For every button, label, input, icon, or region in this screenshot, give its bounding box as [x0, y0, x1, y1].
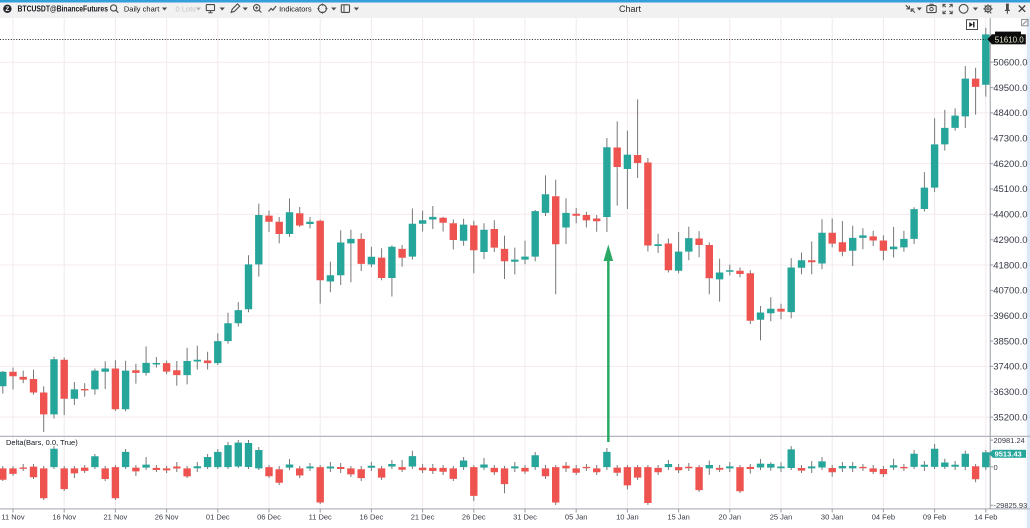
- svg-text:31 Dec: 31 Dec: [513, 513, 537, 522]
- svg-text:16 Dec: 16 Dec: [360, 513, 384, 522]
- svg-text:10 Jan: 10 Jan: [616, 513, 639, 522]
- svg-text:0 Lots: 0 Lots: [176, 4, 197, 13]
- svg-text:50600.0: 50600.0: [993, 58, 1027, 69]
- svg-text:04 Feb: 04 Feb: [872, 513, 895, 522]
- svg-text:0: 0: [994, 463, 998, 472]
- svg-text:37400.0: 37400.0: [993, 362, 1027, 373]
- svg-text:20 Jan: 20 Jan: [719, 513, 742, 522]
- svg-text:44000.0: 44000.0: [993, 210, 1027, 221]
- svg-text:Delta(Bars, 0.0, True): Delta(Bars, 0.0, True): [6, 438, 78, 447]
- svg-text:06 Dec: 06 Dec: [257, 513, 281, 522]
- svg-text:-29825.93: -29825.93: [994, 501, 1028, 510]
- svg-text:16 Nov: 16 Nov: [52, 513, 76, 522]
- svg-text:21 Nov: 21 Nov: [104, 513, 128, 522]
- svg-text:36300.0: 36300.0: [993, 387, 1027, 398]
- svg-text:Chart: Chart: [619, 4, 642, 14]
- svg-text:Indicators: Indicators: [279, 4, 312, 13]
- svg-text:15 Jan: 15 Jan: [667, 513, 690, 522]
- svg-text:48400.0: 48400.0: [993, 108, 1027, 119]
- svg-text:9513.43: 9513.43: [995, 450, 1022, 459]
- svg-text:20981.24: 20981.24: [994, 436, 1025, 445]
- svg-text:45100.0: 45100.0: [993, 184, 1027, 195]
- svg-text:30 Jan: 30 Jan: [821, 513, 844, 522]
- svg-text:47300.0: 47300.0: [993, 134, 1027, 145]
- svg-text:01 Dec: 01 Dec: [206, 513, 230, 522]
- svg-text:49500.0: 49500.0: [993, 83, 1027, 94]
- svg-text:14 Feb: 14 Feb: [974, 513, 997, 522]
- svg-text:Daily chart: Daily chart: [124, 4, 160, 13]
- svg-text:40700.0: 40700.0: [993, 286, 1027, 297]
- svg-text:46200.0: 46200.0: [993, 159, 1027, 170]
- svg-text:21 Dec: 21 Dec: [411, 513, 435, 522]
- svg-text:51610.0: 51610.0: [995, 35, 1024, 44]
- svg-text:41800.0: 41800.0: [993, 260, 1027, 271]
- svg-text:39600.0: 39600.0: [993, 311, 1027, 322]
- svg-text:09 Feb: 09 Feb: [923, 513, 946, 522]
- svg-text:Z: Z: [5, 6, 9, 13]
- svg-text:05 Jan: 05 Jan: [565, 513, 588, 522]
- svg-text:42900.0: 42900.0: [993, 235, 1027, 246]
- svg-text:35200.0: 35200.0: [993, 412, 1027, 423]
- svg-text:25 Jan: 25 Jan: [770, 513, 793, 522]
- svg-text:11 Dec: 11 Dec: [309, 513, 332, 522]
- svg-text:38500.0: 38500.0: [993, 336, 1027, 347]
- svg-text:26 Dec: 26 Dec: [462, 513, 486, 522]
- svg-text:26 Nov: 26 Nov: [155, 513, 179, 522]
- svg-text:11 Nov: 11 Nov: [1, 513, 24, 522]
- svg-text:BTCUSDT@BinanceFutures: BTCUSDT@BinanceFutures: [18, 4, 109, 14]
